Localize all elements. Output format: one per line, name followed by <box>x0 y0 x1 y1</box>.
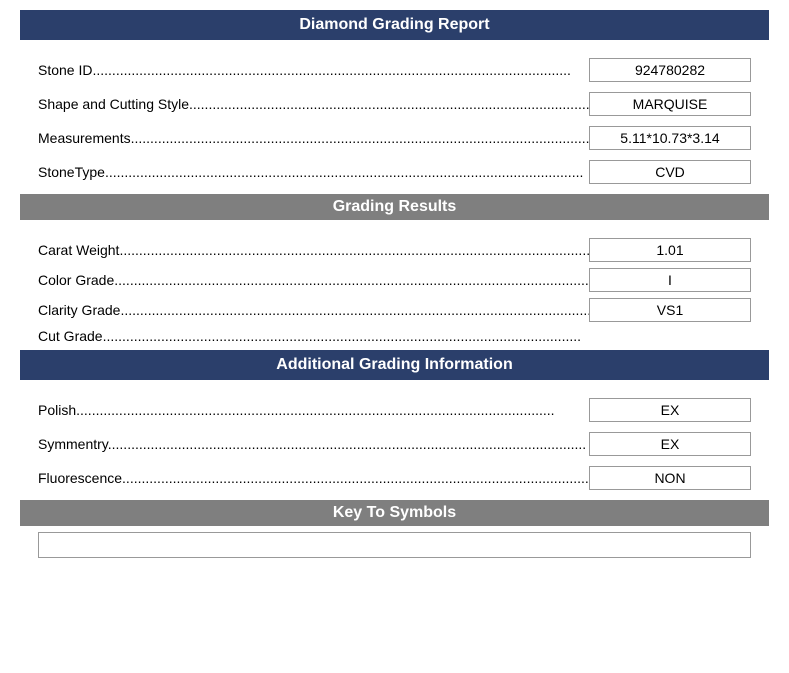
field-row-fluorescence: Fluorescence NON <box>38 466 751 490</box>
report-title-header: Diamond Grading Report <box>20 10 769 40</box>
key-to-symbols-header: Key To Symbols <box>20 500 769 526</box>
field-row-clarity-grade: Clarity Grade VS1 <box>38 298 751 322</box>
field-label: Cut Grade <box>38 328 589 344</box>
field-label: Polish <box>38 402 589 418</box>
field-value-clarity-grade: VS1 <box>589 298 751 322</box>
field-label: Carat Weight <box>38 242 589 258</box>
field-value-polish: EX <box>589 398 751 422</box>
field-row-polish: Polish EX <box>38 398 751 422</box>
field-value-fluorescence: NON <box>589 466 751 490</box>
field-label: Symmentry <box>38 436 589 452</box>
key-to-symbols-box <box>38 532 751 558</box>
field-row-cut-grade: Cut Grade <box>38 328 751 344</box>
additional-info-header: Additional Grading Information <box>20 350 769 380</box>
field-row-color-grade: Color Grade I <box>38 268 751 292</box>
field-value-symmetry: EX <box>589 432 751 456</box>
field-value-stone-id: 924780282 <box>589 58 751 82</box>
field-value-shape: MARQUISE <box>589 92 751 116</box>
field-label: Shape and Cutting Style <box>38 96 589 112</box>
field-row-stone-id: Stone ID 924780282 <box>38 58 751 82</box>
grading-section: Carat Weight 1.01 Color Grade I Clarity … <box>20 238 769 344</box>
field-row-carat-weight: Carat Weight 1.01 <box>38 238 751 262</box>
field-label: Measurements <box>38 130 589 146</box>
field-label: Color Grade <box>38 272 589 288</box>
field-value-stone-type: CVD <box>589 160 751 184</box>
field-row-symmetry: Symmentry EX <box>38 432 751 456</box>
field-row-shape: Shape and Cutting Style MARQUISE <box>38 92 751 116</box>
grading-results-header: Grading Results <box>20 194 769 220</box>
field-value-carat-weight: 1.01 <box>589 238 751 262</box>
field-label: Fluorescence <box>38 470 589 486</box>
field-label: StoneType <box>38 164 589 180</box>
field-row-measurements: Measurements 5.11*10.73*3.14 <box>38 126 751 150</box>
field-label: Clarity Grade <box>38 302 589 318</box>
field-value-measurements: 5.11*10.73*3.14 <box>589 126 751 150</box>
main-section: Stone ID 924780282 Shape and Cutting Sty… <box>20 58 769 184</box>
field-label: Stone ID <box>38 62 589 78</box>
additional-section: Polish EX Symmentry EX Fluorescence NON <box>20 398 769 490</box>
field-row-stone-type: StoneType CVD <box>38 160 751 184</box>
field-value-color-grade: I <box>589 268 751 292</box>
